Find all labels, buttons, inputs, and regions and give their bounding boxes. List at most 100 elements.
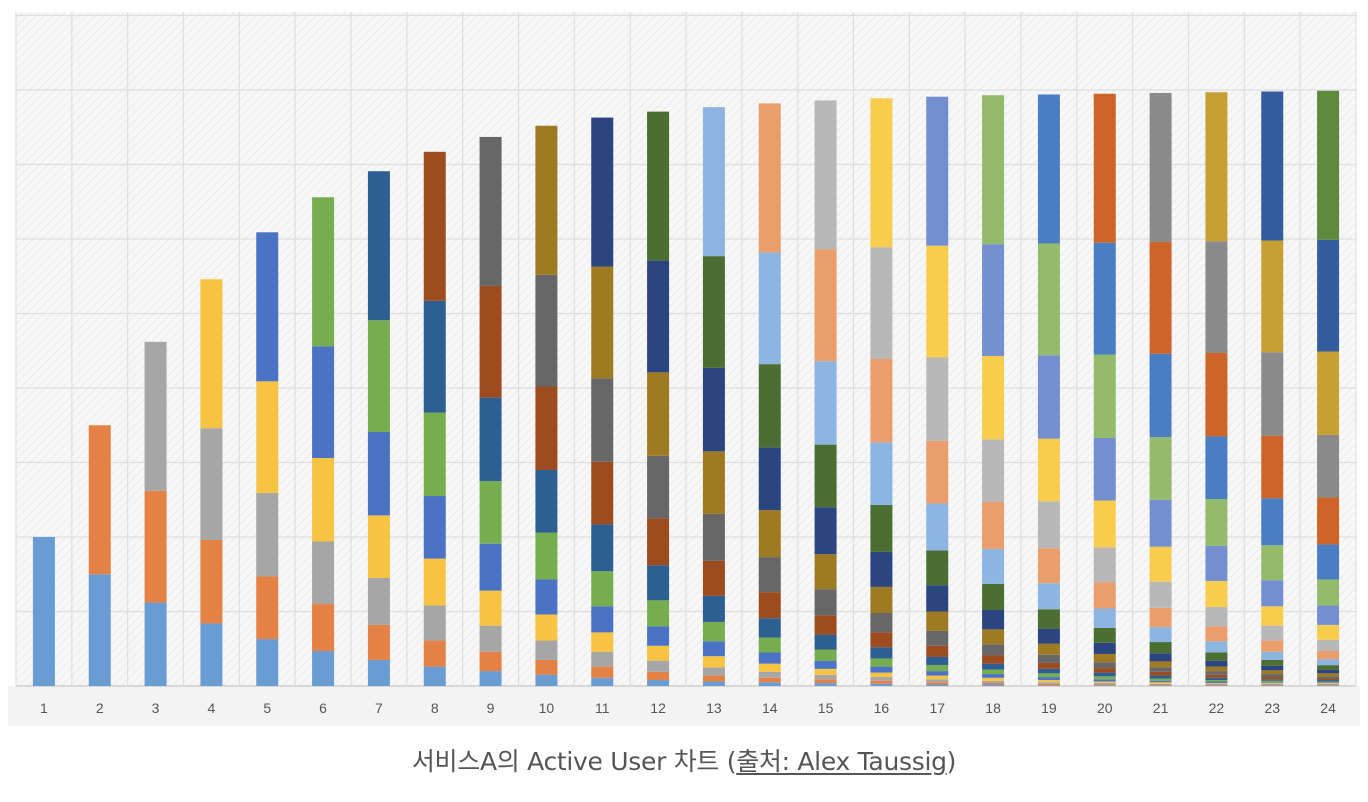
bar-segment-month-23-cohort-3: [1261, 683, 1284, 685]
bar-segment-month-20-cohort-19: [1093, 242, 1116, 355]
bar-segment-month-17-cohort-13: [926, 503, 949, 551]
bar-segment-month-15-cohort-3: [814, 674, 837, 680]
bar-segment-month-16-cohort-13: [870, 442, 893, 505]
bar-segment-month-21-cohort-16: [1149, 546, 1172, 582]
bar-segment-month-11-cohort-11: [591, 117, 614, 267]
x-tick-label: 24: [1320, 700, 1336, 716]
bar-segment-month-7-cohort-7: [367, 171, 390, 321]
bar-segment-month-23-cohort-14: [1261, 640, 1284, 652]
bar-segment-month-8-cohort-7: [423, 300, 446, 413]
bar-segment-month-19-cohort-11: [1037, 628, 1060, 644]
bar-segment-month-22-cohort-9: [1205, 671, 1228, 675]
bar-segment-month-20-cohort-14: [1093, 582, 1116, 609]
bar-segment-month-14-cohort-9: [758, 557, 781, 593]
bar-segment-month-18-cohort-10: [982, 629, 1005, 645]
bar-segment-month-7-cohort-3: [367, 577, 390, 625]
bar-segment-month-20-cohort-1: [1093, 685, 1116, 686]
bar-segment-month-24-cohort-23: [1317, 239, 1340, 352]
bar-segment-month-19-cohort-14: [1037, 548, 1060, 584]
bar-segment-month-9-cohort-8: [479, 285, 502, 398]
bar-segment-month-20-cohort-18: [1093, 354, 1116, 438]
bar-segment-month-23-cohort-10: [1261, 670, 1284, 675]
x-tick-label: 1: [40, 700, 48, 716]
bar-segment-month-22-cohort-3: [1205, 683, 1228, 685]
bar-segment-month-17-cohort-12: [926, 550, 949, 586]
bar-segment-month-23-cohort-11: [1261, 665, 1284, 671]
bar-segment-month-21-cohort-21: [1149, 92, 1172, 242]
bar-segment-month-11-cohort-9: [591, 378, 614, 462]
bar-segment-month-20-cohort-3: [1093, 683, 1116, 685]
bar-segment-month-15-cohort-13: [814, 361, 837, 445]
bar-segment-month-18-cohort-4: [982, 677, 1005, 681]
bar-segment-month-20-cohort-5: [1093, 679, 1116, 682]
bar-segment-month-16-cohort-1: [870, 683, 893, 686]
source-link[interactable]: 출처: Alex Taussig: [736, 747, 947, 776]
bar-segment-month-16-cohort-2: [870, 680, 893, 684]
bar-segment-month-14-cohort-12: [758, 364, 781, 448]
bar-segment-month-24-cohort-20: [1317, 497, 1340, 545]
bar-segment-month-13-cohort-6: [702, 621, 725, 642]
bar-segment-month-20-cohort-8: [1093, 668, 1116, 673]
bar-segment-month-21-cohort-10: [1149, 661, 1172, 668]
axis-strip-background: [8, 686, 1360, 726]
bar-segment-month-5-cohort-1: [256, 639, 279, 686]
x-tick-label: 11: [595, 700, 610, 716]
bar-segment-month-23-cohort-4: [1261, 683, 1284, 684]
bar-segment-month-13-cohort-10: [702, 451, 725, 514]
bar-segment-month-11-cohort-10: [591, 266, 614, 379]
bar-segment-month-8-cohort-4: [423, 558, 446, 606]
bar-segment-month-10-cohort-9: [535, 274, 558, 387]
bar-segment-month-14-cohort-8: [758, 592, 781, 619]
bar-segment-month-21-cohort-13: [1149, 627, 1172, 643]
bars: [32, 90, 1340, 686]
bar-segment-month-17-cohort-16: [926, 245, 949, 358]
bar-segment-month-10-cohort-5: [535, 579, 558, 615]
bar-segment-month-19-cohort-15: [1037, 501, 1060, 549]
bar-segment-month-14-cohort-11: [758, 447, 781, 511]
bar-segment-month-23-cohort-16: [1261, 606, 1284, 626]
bar-segment-month-13-cohort-8: [702, 560, 725, 596]
bar-segment-month-19-cohort-19: [1037, 94, 1060, 244]
bar-segment-month-14-cohort-14: [758, 103, 781, 253]
bar-segment-month-18-cohort-15: [982, 439, 1005, 502]
x-tick-label: 16: [874, 700, 890, 716]
gridlines: [15, 12, 1357, 687]
bar-segment-month-10-cohort-4: [535, 614, 558, 641]
bar-segment-month-14-cohort-4: [758, 663, 781, 672]
bar-segment-month-15-cohort-15: [814, 100, 837, 250]
bar-segment-month-19-cohort-5: [1037, 677, 1060, 681]
bar-segment-month-18-cohort-11: [982, 610, 1005, 630]
bar-segment-month-19-cohort-8: [1037, 662, 1060, 669]
bar-segment-month-20-cohort-16: [1093, 500, 1116, 548]
x-tick-label: 21: [1153, 700, 1169, 716]
bar-segment-month-17-cohort-10: [926, 611, 949, 631]
bar-segment-month-21-cohort-4: [1149, 682, 1172, 684]
bar-segment-month-20-cohort-12: [1093, 627, 1116, 643]
bar-segment-month-17-cohort-7: [926, 656, 949, 666]
bar-segment-month-5-cohort-3: [256, 493, 279, 577]
bar-segment-month-13-cohort-7: [702, 595, 725, 622]
bar-segment-month-23-cohort-12: [1261, 659, 1284, 666]
bar-segment-month-10-cohort-8: [535, 386, 558, 470]
x-tick-label: 12: [650, 700, 666, 716]
bar-segment-month-2-cohort-1: [88, 574, 111, 686]
bar-segment-month-12-cohort-2: [647, 671, 670, 681]
bar-segment-month-15-cohort-6: [814, 649, 837, 661]
bar-segment-month-21-cohort-5: [1149, 680, 1172, 683]
caption-prefix: 서비스A의 Active User 차트 (: [411, 747, 737, 776]
bar-segment-month-24-cohort-1: [1317, 685, 1340, 686]
bar-segment-month-22-cohort-12: [1205, 652, 1228, 661]
bar-segment-month-21-cohort-11: [1149, 653, 1172, 662]
bar-segment-month-11-cohort-1: [591, 677, 614, 686]
bar-segment-month-8-cohort-8: [423, 151, 446, 301]
bar-segment-month-19-cohort-12: [1037, 609, 1060, 629]
bar-segment-month-1-cohort-1: [32, 537, 55, 686]
bar-segment-month-8-cohort-5: [423, 496, 446, 559]
bar-segment-month-17-cohort-17: [926, 96, 949, 246]
bar-segment-month-7-cohort-6: [367, 320, 390, 432]
bar-segment-month-13-cohort-3: [702, 667, 725, 676]
bar-segment-month-14-cohort-6: [758, 637, 781, 653]
bar-segment-month-17-cohort-9: [926, 630, 949, 646]
bar-segment-month-21-cohort-19: [1149, 353, 1172, 438]
bar-segment-month-17-cohort-15: [926, 357, 949, 441]
